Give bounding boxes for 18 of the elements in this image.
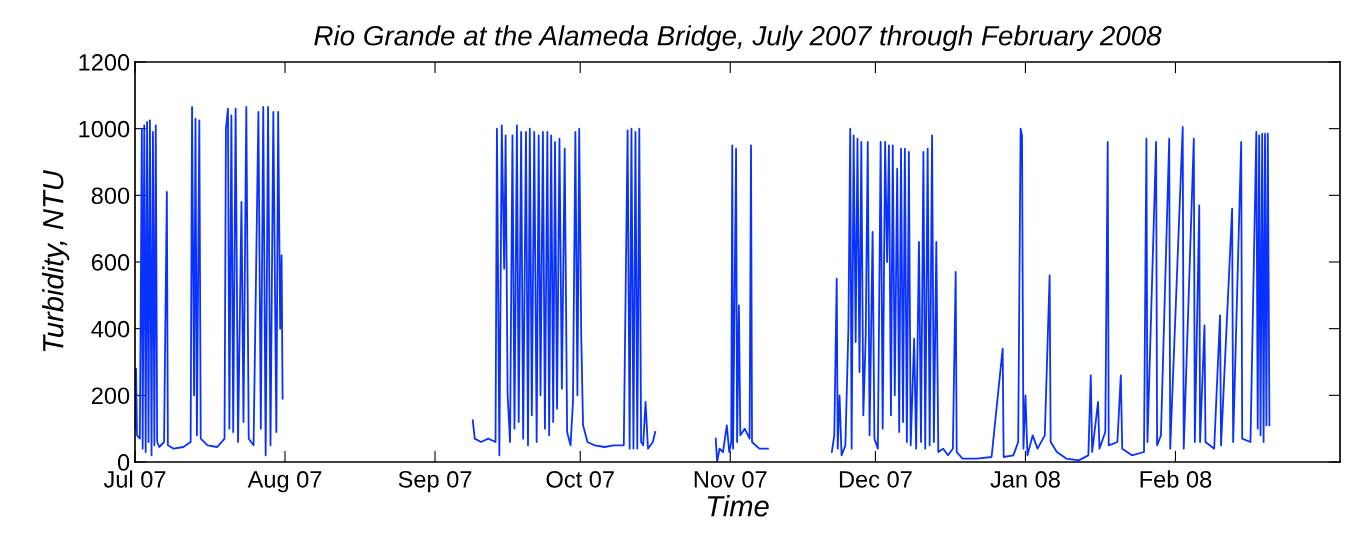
y-tick-label: 1000 — [79, 120, 130, 138]
x-tick-label: Jul 07 — [103, 470, 166, 488]
x-tick-label: Jan 08 — [990, 470, 1060, 488]
x-tick-label: Sep 07 — [398, 470, 472, 493]
y-tick-label: 200 — [91, 387, 130, 405]
chart-title: Rio Grande at the Alameda Bridge, July 2007 through February 2008 — [314, 25, 1162, 52]
x-tick-label: Nov 07 — [694, 470, 767, 488]
x-tick-label: Aug 07 — [247, 470, 322, 493]
x-tick-label: Oct 07 — [546, 470, 614, 488]
x-axis-title: Time — [707, 495, 769, 517]
y-tick-label: 1200 — [79, 54, 130, 71]
y-tick-label: 800 — [91, 187, 130, 205]
y-tick-label: 400 — [91, 320, 130, 338]
y-axis-title: Turbidity, NTU — [42, 170, 70, 352]
x-tick-label: Feb 08 — [1140, 470, 1212, 488]
y-tick-label: 600 — [91, 254, 130, 271]
x-tick-label: Dec 07 — [839, 470, 912, 488]
y-tick-label: 0 — [117, 454, 130, 471]
